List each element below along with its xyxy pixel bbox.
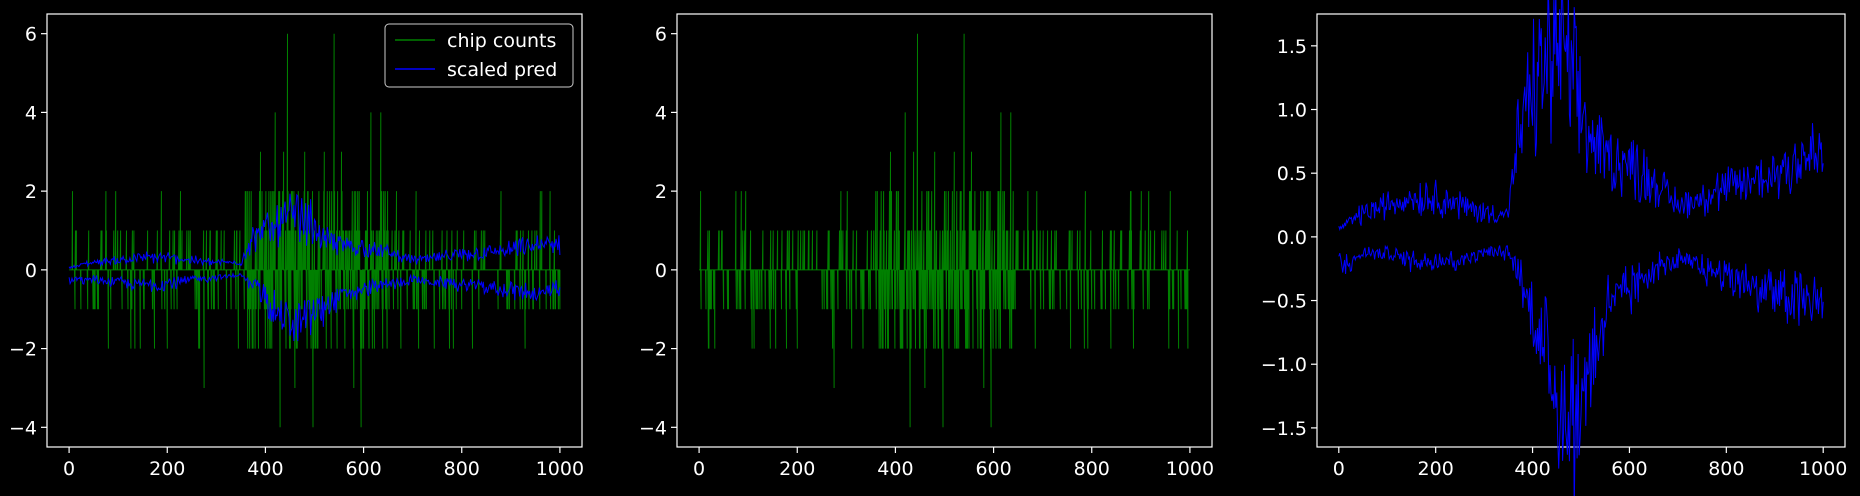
x-tick-label: 800 (444, 458, 480, 480)
x-tick-label: 400 (1514, 458, 1550, 480)
axes: 0 200 400 600 800 1000 −4 −2 0 2 4 6 (9, 24, 584, 480)
series-line-scaled-pred-lower (1338, 244, 1824, 496)
y-tick-label: −4 (9, 417, 37, 439)
y-tick-label: 0 (25, 260, 37, 282)
y-tick-label: 4 (25, 102, 37, 124)
plot-area (68, 33, 561, 428)
y-tick-label: 1.0 (1277, 100, 1307, 122)
x-tick-label: 400 (877, 458, 913, 480)
y-tick-label: 2 (655, 181, 667, 203)
series-line-chip-counts (699, 33, 1190, 428)
y-tick-label: −2 (639, 339, 667, 361)
x-tick-label: 1000 (1799, 458, 1847, 480)
chart-panel-left: 0 200 400 600 800 1000 −4 −2 0 2 4 6 chip counts sc… (9, 13, 584, 480)
y-tick-label: −0.5 (1261, 291, 1307, 313)
x-tick-label: 800 (1074, 458, 1110, 480)
axes: 0 200 400 600 800 1000 −1.5 −1.0 −0.5 0.0 0.5 1.0 1.… (1261, 36, 1848, 480)
y-tick-label: −1.5 (1261, 418, 1307, 440)
x-tick-label: 600 (345, 458, 381, 480)
plot-area (1338, 0, 1824, 496)
x-tick-label: 600 (975, 458, 1011, 480)
axes: 0 200 400 600 800 1000 −4 −2 0 2 4 6 (639, 24, 1214, 480)
legend: chip counts scaled pred (384, 23, 574, 88)
series-line-scaled-pred-upper (1338, 0, 1824, 232)
y-tick-label: 1.5 (1277, 36, 1307, 58)
y-tick-label: 0.5 (1277, 163, 1307, 185)
x-tick-label: 600 (1611, 458, 1647, 480)
x-tick-label: 1000 (536, 458, 584, 480)
x-tick-label: 800 (1708, 458, 1744, 480)
x-tick-label: 200 (1418, 458, 1454, 480)
chart-panel-middle: 0 200 400 600 800 1000 −4 −2 0 2 4 6 (639, 13, 1214, 480)
y-tick-label: 2 (25, 181, 37, 203)
x-tick-label: 200 (149, 458, 185, 480)
y-tick-label: −2 (9, 339, 37, 361)
y-tick-label: 6 (25, 24, 37, 46)
legend-label-chip-counts: chip counts (447, 30, 556, 52)
series-line-scaled-pred-lower (68, 272, 561, 342)
y-tick-label: 0 (655, 260, 667, 282)
y-tick-label: 6 (655, 24, 667, 46)
y-tick-label: 0.0 (1277, 227, 1307, 249)
x-tick-label: 400 (247, 458, 283, 480)
plot-frame (1316, 13, 1846, 448)
y-tick-label: 4 (655, 102, 667, 124)
x-tick-label: 200 (779, 458, 815, 480)
x-tick-label: 0 (63, 458, 75, 480)
plot-frame (46, 13, 583, 448)
y-tick-label: −4 (639, 417, 667, 439)
plot-area (699, 33, 1190, 428)
chart-panel-right: 0 200 400 600 800 1000 −1.5 −1.0 −0.5 0.0 0.5 1.0 1.… (1261, 0, 1848, 496)
x-tick-label: 0 (1333, 458, 1345, 480)
series-line-scaled-pred-upper (68, 193, 561, 270)
series-line-chip-counts (69, 33, 561, 428)
plot-frame (676, 13, 1213, 448)
legend-label-scaled-pred: scaled pred (447, 59, 557, 81)
x-tick-label: 1000 (1166, 458, 1214, 480)
y-tick-label: −1.0 (1261, 354, 1307, 376)
x-tick-label: 0 (693, 458, 705, 480)
